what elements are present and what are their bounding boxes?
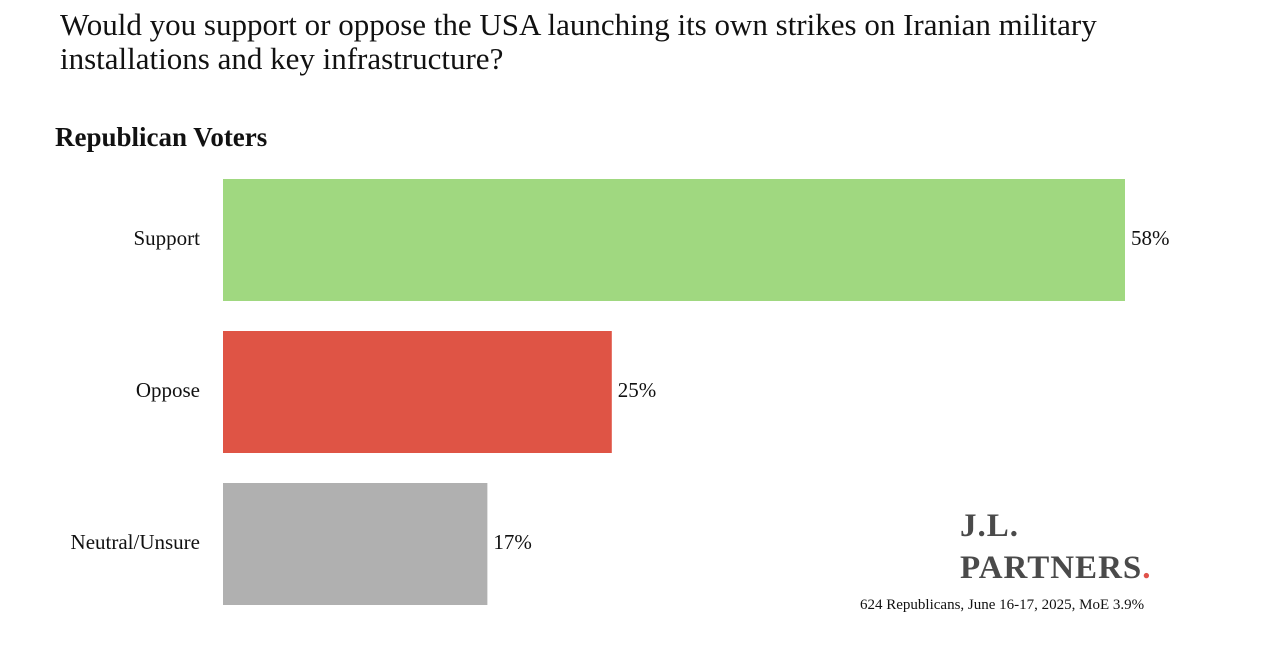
source-note: 624 Republicans, June 16-17, 2025, MoE 3… bbox=[860, 597, 1145, 613]
bar-oppose bbox=[223, 331, 612, 453]
value-label-support: 58% bbox=[1131, 226, 1170, 250]
category-label-support: Support bbox=[133, 226, 200, 250]
category-label-oppose: Oppose bbox=[136, 378, 200, 402]
logo-line-2: PARTNERS. bbox=[960, 547, 1152, 589]
value-label-oppose: 25% bbox=[618, 378, 657, 402]
jl-partners-logo: J.L. PARTNERS. bbox=[960, 505, 1152, 589]
bar-neutral-unsure bbox=[223, 483, 488, 605]
chart-subtitle: Republican Voters bbox=[55, 122, 268, 152]
bar-support bbox=[223, 179, 1125, 301]
category-label-neutral-unsure: Neutral/Unsure bbox=[71, 530, 200, 554]
logo-line-1: J.L. bbox=[960, 508, 1020, 544]
logo-dot: . bbox=[1142, 550, 1152, 586]
chart-title: Would you support or oppose the USA laun… bbox=[60, 7, 1097, 76]
logo-wordmark: PARTNERS bbox=[960, 550, 1143, 586]
value-label-neutral-unsure: 17% bbox=[493, 530, 531, 554]
